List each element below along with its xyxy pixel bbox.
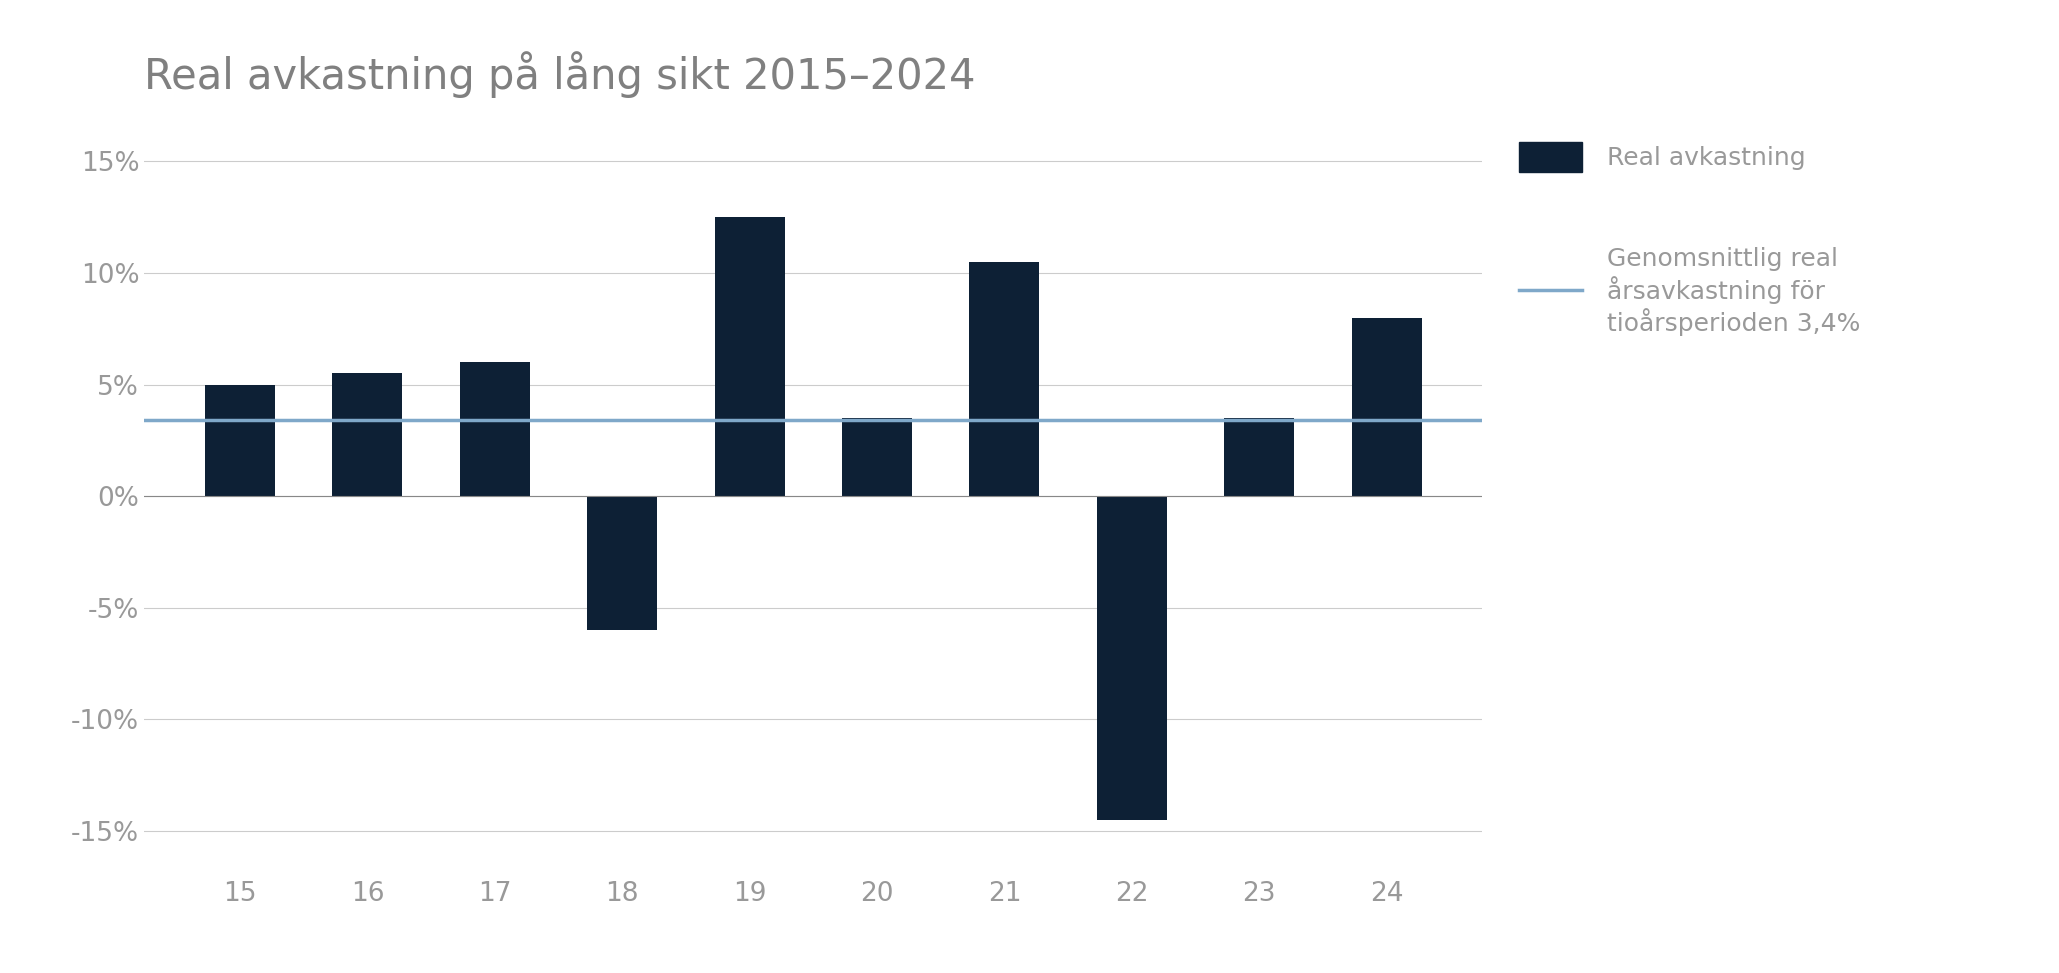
Bar [587,496,657,631]
Bar [1351,317,1421,496]
Bar [714,217,784,496]
Bar [331,374,402,496]
Bar [459,362,529,496]
Legend: Real avkastning, Genomsnittlig real
årsavkastning för
tioårsperioden 3,4%: Real avkastning, Genomsnittlig real årsa… [1509,132,1870,346]
Text: Real avkastning på lång sikt 2015–2024: Real avkastning på lång sikt 2015–2024 [144,52,976,98]
Bar [1225,418,1295,496]
Bar [970,262,1040,496]
Bar [206,384,276,496]
Bar [842,418,912,496]
Bar [1097,496,1167,820]
